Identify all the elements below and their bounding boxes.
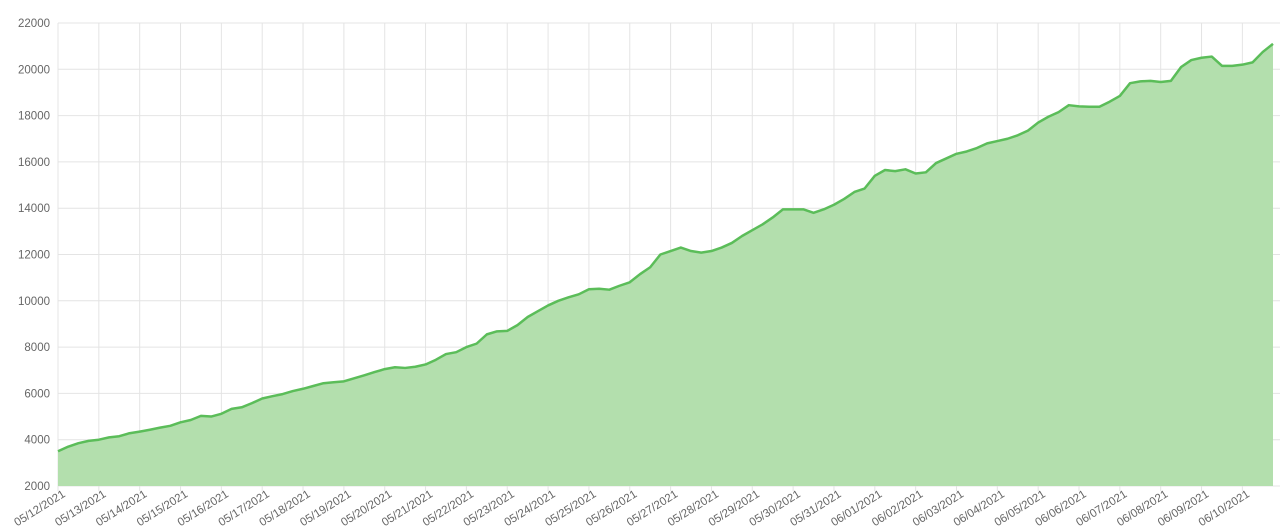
y-tick-label: 20000 [18,64,50,76]
area-line [57,42,1274,453]
y-tick-label: 2000 [24,481,50,493]
y-tick-label: 12000 [18,250,50,262]
y-tick-label: 14000 [18,203,50,215]
y-tick-label: 16000 [18,157,50,169]
area-fill [58,43,1273,487]
y-tick-label: 10000 [18,296,50,308]
y-tick-label: 8000 [24,342,50,354]
y-tick-label: 6000 [24,388,50,400]
y-tick-label: 4000 [24,435,50,447]
y-tick-label: 18000 [18,111,50,123]
y-tick-label: 22000 [18,18,50,30]
